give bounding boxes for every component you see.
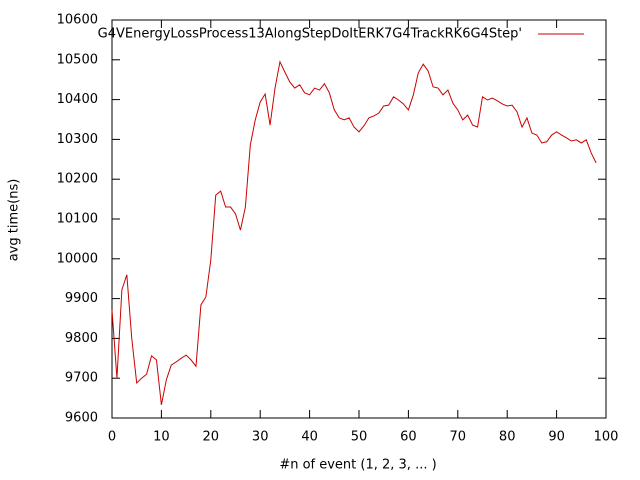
y-tick-label: 9800 (65, 331, 98, 346)
legend-label: G4VEnergyLossProcess13AlongStepDoItERK7G… (98, 27, 522, 42)
x-axis-label: #n of event (1, 2, 3, ... ) (279, 458, 436, 473)
series-line (111, 60, 597, 405)
x-tick-label: 10 (153, 430, 170, 445)
x-tick-label: 60 (400, 430, 417, 445)
x-tick-label: 100 (594, 430, 619, 445)
y-tick-label: 10400 (57, 92, 98, 107)
x-tick-label: 90 (548, 430, 565, 445)
x-tick-label: 0 (108, 430, 116, 445)
y-tick-label: 10600 (57, 13, 98, 28)
y-tick-label: 10000 (57, 251, 98, 266)
x-tick-label: 50 (351, 430, 368, 445)
x-tick-label: 70 (450, 430, 467, 445)
x-tick-label: 30 (252, 430, 269, 445)
y-tick-label: 10100 (57, 212, 98, 227)
y-tick-label: 10300 (57, 132, 98, 147)
y-tick-label: 9900 (65, 291, 98, 306)
x-tick-label: 80 (499, 430, 516, 445)
y-tick-label: 9700 (65, 371, 98, 386)
y-tick-label: 9600 (65, 411, 98, 426)
y-tick-label: 10500 (57, 52, 98, 67)
x-tick-label: 20 (203, 430, 220, 445)
x-tick-label: 40 (301, 430, 318, 445)
y-axis-label: avg time(ns) (7, 179, 22, 262)
y-tick-label: 10200 (57, 172, 98, 187)
plot-frame (111, 19, 607, 419)
